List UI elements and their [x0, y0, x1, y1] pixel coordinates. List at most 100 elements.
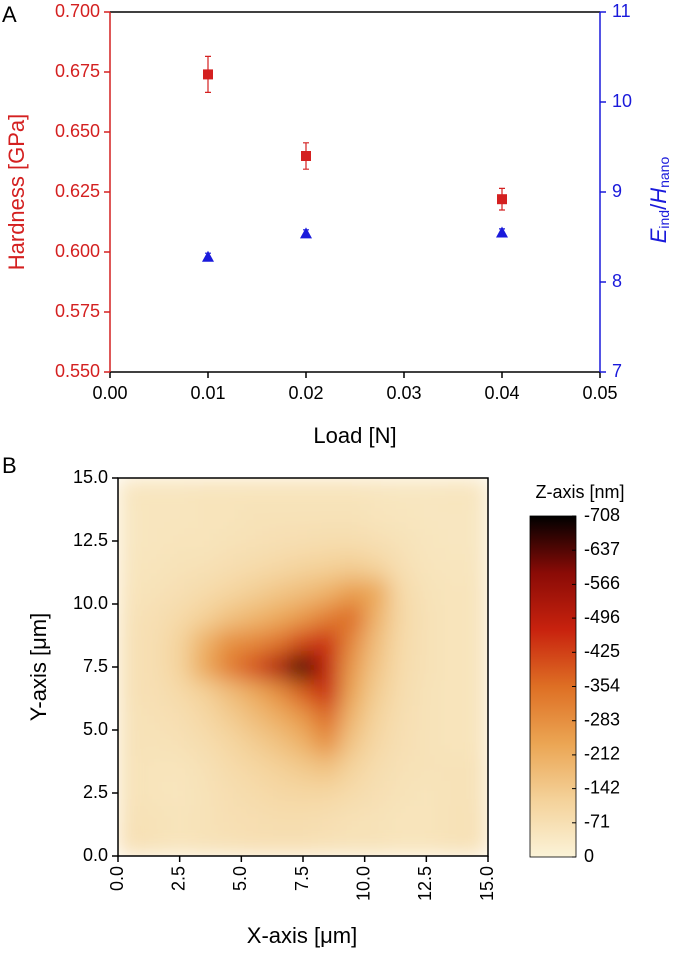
x-tick-label: 2.5 [168, 866, 188, 891]
y2-tick-label: 8 [612, 271, 622, 291]
heatmap-cell [314, 603, 341, 630]
heatmap-cell [216, 603, 242, 630]
heatmap-cell [364, 578, 390, 605]
heatmap-cell [118, 603, 144, 630]
heatmap-cell [438, 754, 464, 781]
x-tick-label: 7.5 [292, 866, 312, 891]
y-tick-label: 0.700 [55, 1, 100, 21]
marker [202, 250, 214, 262]
colorbar-tick-label: -142 [584, 777, 620, 797]
heatmap-cell [413, 704, 440, 731]
heatmap-cell [364, 603, 390, 630]
heatmap-cell [142, 478, 168, 504]
heatmap-cell [314, 553, 341, 580]
y-tick-label: 10.0 [73, 593, 108, 613]
heatmap-cell [364, 653, 390, 681]
heatmap-cell [216, 578, 242, 605]
heatmap-cell [462, 679, 488, 706]
heatmap-cell [314, 830, 341, 856]
heatmap-cell [166, 729, 193, 756]
heatmap-cell [166, 628, 193, 655]
heatmap-cell [290, 578, 316, 605]
heatmap-cell [438, 527, 464, 555]
heatmap-cell [118, 553, 144, 580]
heatmap-cell [290, 679, 316, 706]
heatmap-cells [118, 478, 488, 856]
heatmap-cell [462, 830, 488, 856]
heatmap-cell [118, 628, 144, 655]
heatmap-cell [118, 653, 144, 681]
heatmap-cell [166, 679, 193, 706]
heatmap-cell [413, 754, 440, 781]
heatmap-cell [364, 553, 390, 580]
heatmap-cell [265, 754, 292, 781]
x-tick-label: 0.0 [107, 866, 127, 891]
heatmap-cell [265, 653, 292, 681]
heatmap-cell [314, 527, 341, 555]
y-tick-label: 0.625 [55, 181, 100, 201]
heatmap-cell [166, 553, 193, 580]
heatmap-cell [388, 830, 415, 856]
heatmap-cell [413, 553, 440, 580]
heatmap-cell [339, 628, 366, 655]
heatmap-cell [265, 527, 292, 555]
heatmap-cell [364, 704, 390, 731]
heatmap-cell [438, 628, 464, 655]
y-tick-label: 15.0 [73, 467, 108, 487]
heatmap-cell [438, 679, 464, 706]
heatmap-cell [191, 553, 218, 580]
heatmap-cell [462, 502, 488, 529]
heatmap-cell [216, 779, 242, 807]
heatmap-cell [240, 653, 267, 681]
heatmap-cell [388, 805, 415, 832]
heatmap-cell [216, 527, 242, 555]
y-axis-label: Hardness [GPa] [4, 114, 29, 271]
heatmap-cell [118, 830, 144, 856]
colorbar-tick-label: -425 [584, 641, 620, 661]
heatmap-cell [265, 830, 292, 856]
colorbar-label: Z-axis [nm] [535, 482, 624, 502]
heatmap-cell [240, 553, 267, 580]
heatmap-cell [314, 578, 341, 605]
y2-tick-label: 11 [612, 1, 631, 21]
heatmap-cell [265, 679, 292, 706]
y2-tick-label: 10 [612, 91, 632, 111]
colorbar-tick-label: -354 [584, 675, 620, 695]
heatmap-cell [216, 729, 242, 756]
heatmap-cell [388, 628, 415, 655]
colorbar-tick-label: -283 [584, 709, 620, 729]
heatmap-cell [166, 779, 193, 807]
heatmap-cell [339, 830, 366, 856]
colorbar-tick-label: -212 [584, 744, 620, 764]
heatmap-cell [216, 653, 242, 681]
heatmap-cell [240, 729, 267, 756]
y2-label-part: H [646, 188, 671, 204]
x-tick-label: 0.05 [582, 383, 617, 403]
heatmap-cell [142, 679, 168, 706]
heatmap-cell [142, 527, 168, 555]
heatmap-cell [339, 527, 366, 555]
heatmap-cell [216, 830, 242, 856]
heatmap-cell [191, 805, 218, 832]
heatmap-cell [290, 628, 316, 655]
heatmap-cell [314, 779, 341, 807]
heatmap-cell [462, 754, 488, 781]
heatmap-cell [240, 805, 267, 832]
heatmap-cell [290, 729, 316, 756]
marker [301, 151, 311, 161]
heatmap-cell [413, 502, 440, 529]
heatmap-cell [191, 679, 218, 706]
heatmap-cell [462, 805, 488, 832]
heatmap-cell [118, 527, 144, 555]
heatmap-cell [290, 704, 316, 731]
heatmap-cell [166, 502, 193, 529]
heatmap-cell [339, 754, 366, 781]
heatmap-cell [191, 779, 218, 807]
heatmap-cell [290, 527, 316, 555]
heatmap-cell [438, 553, 464, 580]
heatmap-cell [142, 653, 168, 681]
heatmap-cell [413, 830, 440, 856]
heatmap-cell [118, 754, 144, 781]
